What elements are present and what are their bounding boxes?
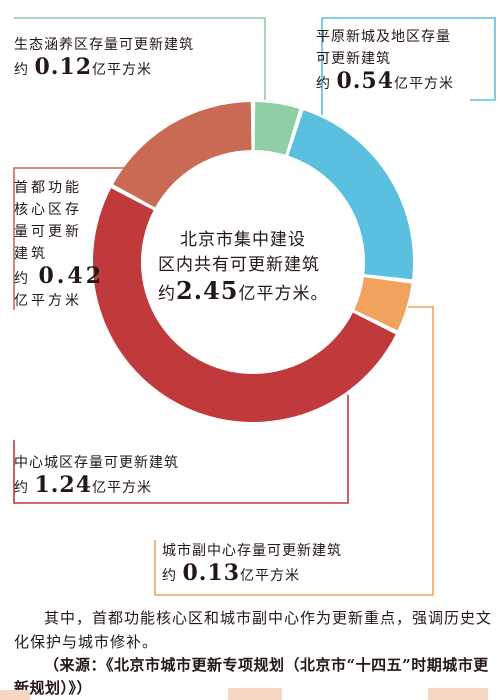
leader-line-0 — [14, 17, 266, 100]
slice-1 — [288, 110, 414, 280]
label-eco: 生态涵养区存量可更新建筑 约 0.12亿平方米 — [14, 37, 194, 80]
donut-center-total: 北京市集中建设 区内共有可更新建筑 约2.45亿平方米。 — [158, 230, 329, 305]
leader-line-3 — [13, 395, 349, 504]
leader-lines — [13, 17, 496, 596]
decor-bar-right — [428, 688, 488, 700]
label-central: 中心城区存量可更新建筑 约 1.24亿平方米 — [14, 455, 179, 498]
label-sub: 城市副中心存量可更新建筑 约 0.13亿平方米 — [162, 543, 342, 586]
slice-4 — [113, 102, 252, 208]
slice-2 — [354, 277, 412, 331]
label-core: 首都功能 核心区存 量可更新 建筑 约 0.42 亿平方米 — [14, 180, 105, 309]
footnote-text: 其中，首都功能核心区和城市副中心作为更新重点，强调历史文化保护与城市修补。 — [14, 609, 493, 651]
leader-line-4 — [154, 306, 434, 596]
decor-bar-mid — [228, 688, 282, 700]
decor-bar-left — [0, 690, 30, 700]
leader-line-2 — [13, 167, 150, 310]
label-plain: 平原新城及地区存量 可更新建筑 约 0.54亿平方米 — [316, 29, 455, 94]
source-citation: （来源：《北京市城市更新专项规划（北京市“十四五”时期城市更新规划）》） — [14, 656, 489, 697]
donut-slices — [93, 102, 414, 422]
slice-0 — [254, 102, 300, 155]
leader-line-1 — [321, 17, 496, 115]
slice-3 — [93, 188, 396, 422]
